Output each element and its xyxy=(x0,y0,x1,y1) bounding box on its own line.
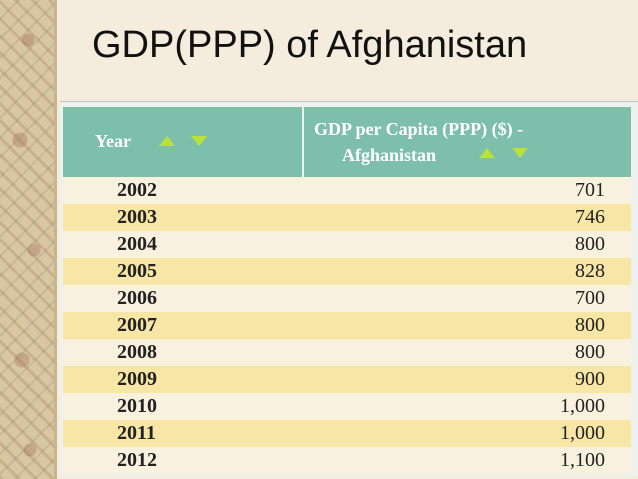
table-row: 2010 1,000 xyxy=(63,393,631,420)
gdp-value-cell: 1,000 xyxy=(560,395,605,417)
table-row: 2002 701 xyxy=(63,177,631,204)
year-cell: 2012 xyxy=(117,449,157,471)
gdp-value-cell: 900 xyxy=(575,368,605,390)
gdp-value-cell: 800 xyxy=(575,233,605,255)
table-row: 2007 800 xyxy=(63,312,631,339)
sort-descending-icon[interactable] xyxy=(191,136,207,146)
gdp-value-cell: 746 xyxy=(575,206,605,228)
year-cell: 2004 xyxy=(117,233,157,255)
gdp-column-header-line2[interactable]: Afghanistan xyxy=(342,145,437,165)
table-row: 2003 746 xyxy=(63,204,631,231)
year-cell: 2008 xyxy=(117,341,157,363)
year-cell: 2009 xyxy=(117,368,157,390)
table-row: 2009 900 xyxy=(63,366,631,393)
table-row: 2005 828 xyxy=(63,258,631,285)
year-cell: 2003 xyxy=(117,206,157,228)
header-divider xyxy=(302,107,304,177)
table-row: 2008 800 xyxy=(63,339,631,366)
year-cell: 2006 xyxy=(117,287,157,309)
table-row: 2012 1,100 xyxy=(63,447,631,474)
year-cell: 2007 xyxy=(117,314,157,336)
table-row: 2011 1,000 xyxy=(63,420,631,447)
gdp-value-cell: 1,100 xyxy=(560,449,605,471)
side-border-edge xyxy=(54,0,57,479)
table-header: Year GDP per Capita (PPP) ($) - Afghanis… xyxy=(63,107,631,177)
gdp-value-cell: 1,000 xyxy=(560,422,605,444)
gdp-value-cell: 800 xyxy=(575,341,605,363)
table-row: 2006 700 xyxy=(63,285,631,312)
gdp-value-cell: 828 xyxy=(575,260,605,282)
sort-ascending-icon[interactable] xyxy=(479,148,495,158)
sort-ascending-icon[interactable] xyxy=(159,136,175,146)
year-column-header[interactable]: Year xyxy=(95,131,131,151)
year-cell: 2010 xyxy=(117,395,157,417)
gdp-value-cell: 800 xyxy=(575,314,605,336)
table-body: 2002 701 2003 746 2004 800 2005 828 2006… xyxy=(63,177,631,474)
gdp-column-header-line1[interactable]: GDP per Capita (PPP) ($) - xyxy=(314,119,524,139)
year-cell: 2005 xyxy=(117,260,157,282)
sort-descending-icon[interactable] xyxy=(512,148,528,158)
year-cell: 2011 xyxy=(117,422,156,444)
slide-title: GDP(PPP) of Afghanistan xyxy=(92,24,528,66)
year-cell: 2002 xyxy=(117,179,157,201)
table-row: 2004 800 xyxy=(63,231,631,258)
gdp-value-cell: 701 xyxy=(575,179,605,201)
gdp-value-cell: 700 xyxy=(575,287,605,309)
decorative-side-border xyxy=(0,0,56,479)
